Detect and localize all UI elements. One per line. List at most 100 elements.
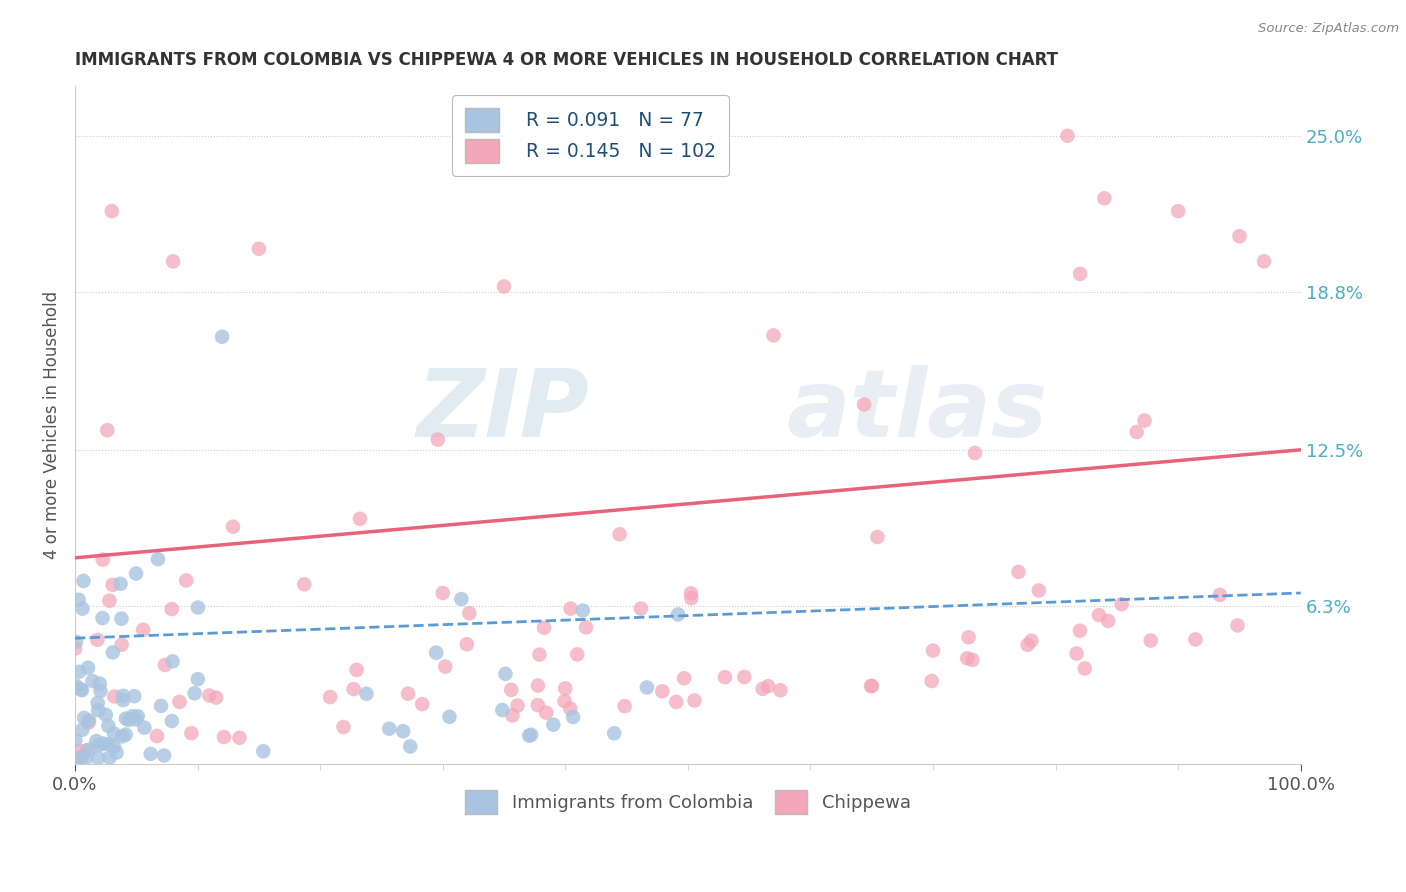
- Point: [349, 512, 371, 526]
- Point: [169, 695, 191, 709]
- Point: [212, 730, 235, 744]
- Point: [751, 681, 773, 696]
- Point: [1088, 608, 1111, 623]
- Point: [733, 670, 755, 684]
- Point: [1069, 267, 1091, 281]
- Point: [1125, 425, 1147, 439]
- Point: [112, 693, 135, 707]
- Point: [101, 645, 124, 659]
- Point: [67, 592, 90, 607]
- Point: [153, 748, 176, 763]
- Point: [79, 742, 101, 756]
- Point: [70, 683, 93, 698]
- Point: [392, 724, 415, 739]
- Point: [86, 696, 108, 710]
- Point: [103, 690, 125, 704]
- Point: [560, 701, 582, 715]
- Point: [1007, 565, 1029, 579]
- Point: [575, 620, 598, 634]
- Point: [139, 747, 162, 761]
- Point: [603, 726, 626, 740]
- Point: [111, 689, 134, 703]
- Point: [122, 689, 145, 703]
- Point: [65, 679, 87, 693]
- Point: [529, 648, 551, 662]
- Point: [666, 607, 689, 622]
- Point: [247, 242, 270, 256]
- Point: [70, 750, 93, 764]
- Point: [75, 751, 97, 765]
- Point: [613, 699, 636, 714]
- Point: [77, 714, 100, 728]
- Text: Source: ZipAtlas.com: Source: ZipAtlas.com: [1258, 22, 1399, 36]
- Point: [432, 586, 454, 600]
- Point: [1167, 204, 1189, 219]
- Point: [174, 574, 197, 588]
- Point: [91, 737, 114, 751]
- Point: [180, 726, 202, 740]
- Point: [609, 527, 631, 541]
- Point: [252, 744, 274, 758]
- Point: [651, 684, 673, 698]
- Point: [520, 728, 543, 742]
- Point: [560, 601, 582, 615]
- Point: [211, 330, 233, 344]
- Point: [527, 679, 550, 693]
- Point: [162, 254, 184, 268]
- Point: [91, 552, 114, 566]
- Point: [111, 730, 134, 744]
- Text: ZIP: ZIP: [418, 365, 591, 457]
- Point: [183, 686, 205, 700]
- Point: [110, 612, 132, 626]
- Point: [396, 687, 419, 701]
- Point: [160, 714, 183, 728]
- Point: [1253, 254, 1275, 268]
- Point: [567, 648, 589, 662]
- Point: [198, 689, 221, 703]
- Point: [860, 679, 883, 693]
- Point: [187, 672, 209, 686]
- Point: [65, 681, 87, 695]
- Y-axis label: 4 or more Vehicles in Household: 4 or more Vehicles in Household: [44, 291, 60, 558]
- Point: [853, 397, 876, 411]
- Point: [96, 423, 118, 437]
- Point: [160, 602, 183, 616]
- Point: [127, 709, 149, 723]
- Point: [501, 682, 523, 697]
- Point: [1184, 632, 1206, 647]
- Point: [1017, 638, 1039, 652]
- Point: [332, 720, 354, 734]
- Point: [957, 630, 980, 644]
- Point: [562, 710, 585, 724]
- Point: [146, 552, 169, 566]
- Point: [1028, 583, 1050, 598]
- Point: [87, 703, 110, 717]
- Point: [426, 433, 449, 447]
- Point: [66, 752, 89, 766]
- Point: [554, 681, 576, 696]
- Point: [150, 698, 173, 713]
- Point: [134, 721, 156, 735]
- Point: [118, 713, 141, 727]
- Point: [956, 651, 979, 665]
- Point: [458, 606, 481, 620]
- Point: [72, 601, 94, 615]
- Point: [319, 690, 342, 704]
- Point: [962, 653, 984, 667]
- Point: [63, 641, 86, 656]
- Point: [89, 684, 111, 698]
- Point: [450, 592, 472, 607]
- Legend: Immigrants from Colombia, Chippewa: Immigrants from Colombia, Chippewa: [456, 781, 920, 822]
- Point: [103, 726, 125, 740]
- Point: [517, 729, 540, 743]
- Point: [1066, 647, 1088, 661]
- Point: [963, 446, 986, 460]
- Point: [636, 681, 658, 695]
- Point: [97, 737, 120, 751]
- Point: [756, 679, 779, 693]
- Point: [762, 328, 785, 343]
- Point: [1074, 661, 1097, 675]
- Point: [1069, 624, 1091, 638]
- Point: [67, 665, 90, 679]
- Point: [554, 694, 576, 708]
